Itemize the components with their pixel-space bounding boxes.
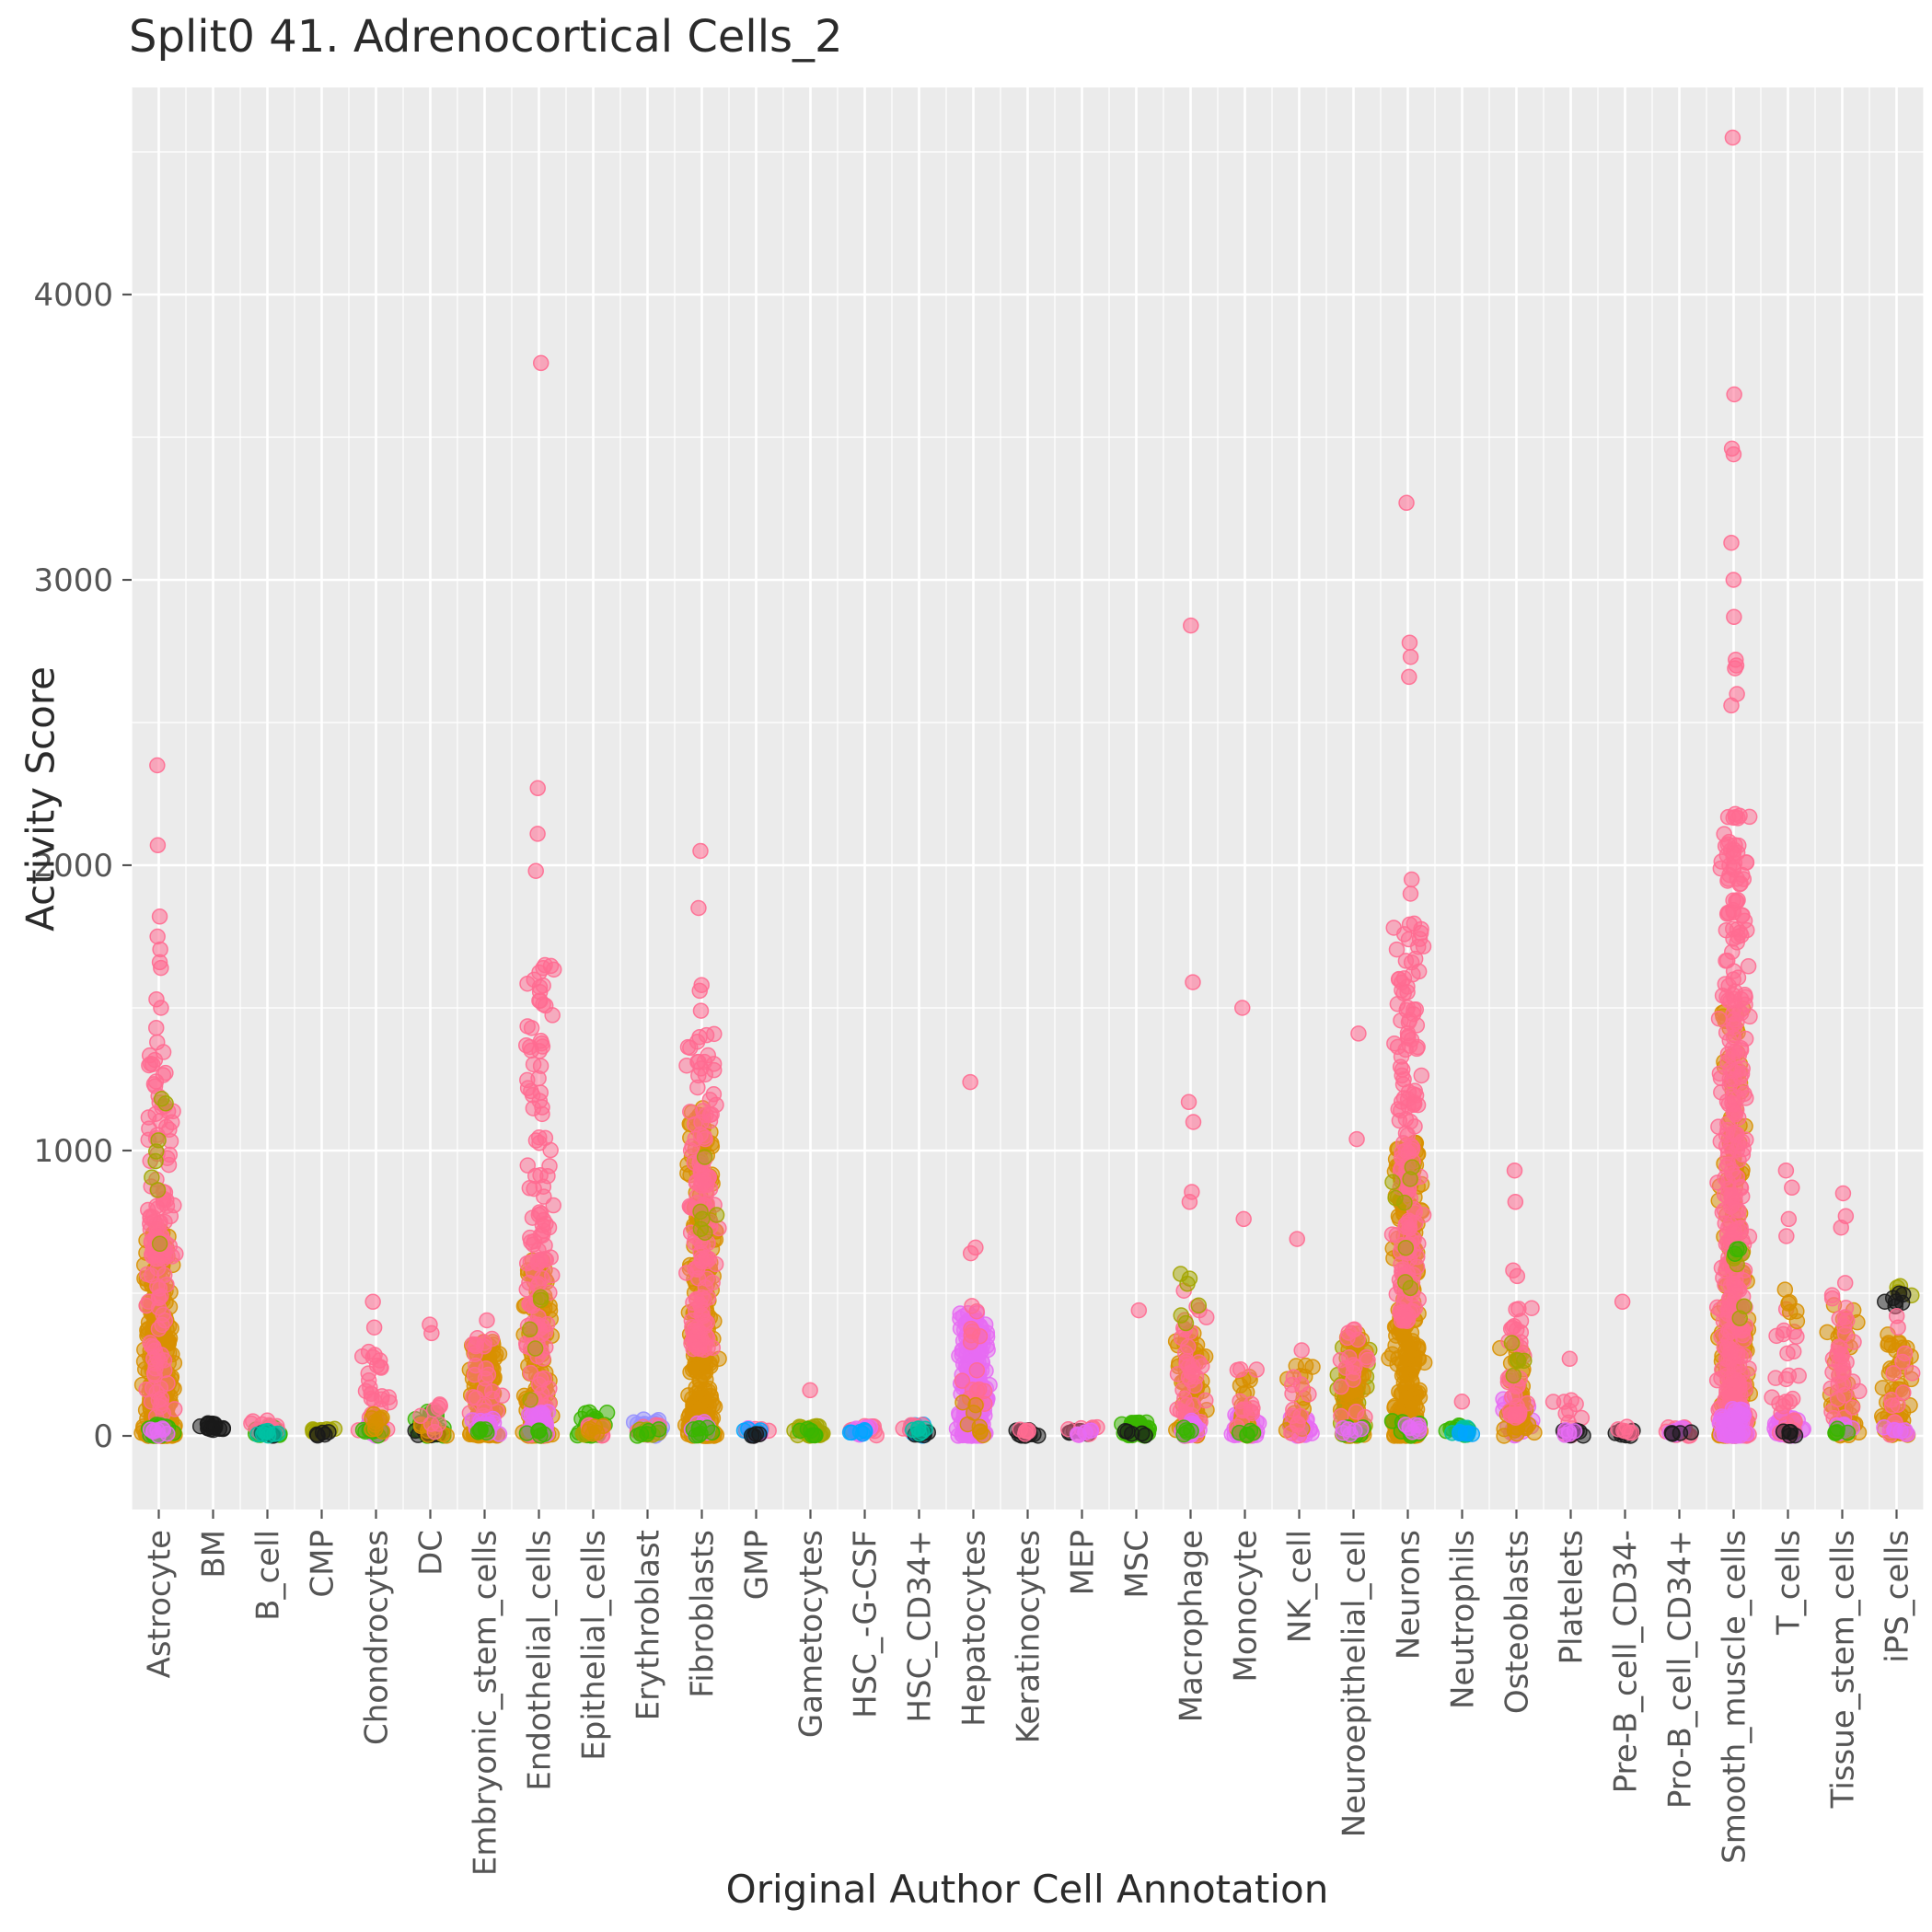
x-tick-label: BM	[195, 1530, 232, 1579]
category-points-Keratinocytes	[1008, 1421, 1047, 1444]
category-points-DC	[407, 1316, 456, 1444]
category-points-NK_cell	[1278, 1231, 1321, 1444]
category-points-iPS_cells	[1874, 1278, 1921, 1443]
category-points-T_cells	[1764, 1162, 1811, 1444]
x-tick-label: Keratinocytes	[1010, 1530, 1047, 1743]
x-tick-label: MEP	[1064, 1530, 1101, 1595]
x-tick-label: CMP	[304, 1530, 341, 1598]
x-tick-label: Pre-B_cell_CD34-	[1607, 1530, 1644, 1793]
x-tick-label: Neuroepithelial_cell	[1336, 1530, 1372, 1837]
x-tick-label: Osteoblasts	[1498, 1530, 1535, 1714]
category-points-Embryonic_stem_cells	[461, 1312, 511, 1444]
x-tick-labels: Astrocyte BM B_cell CMP Chondrocytes DC Embryo…	[141, 1530, 1915, 1876]
y-tick-labels: 0 1000 2000 3000 4000	[33, 277, 113, 1455]
x-tick-label: Tissue_stem_cells	[1824, 1530, 1861, 1809]
category-points-Endothelial_cells	[515, 354, 562, 1444]
category-points-Fibroblasts	[677, 842, 727, 1444]
x-tick-label: Monocyte	[1227, 1530, 1264, 1683]
category-points-BM	[191, 1415, 232, 1439]
x-tick-label: Chondrocytes	[358, 1530, 395, 1745]
category-points-GMP	[735, 1419, 777, 1444]
category-points-Chondrocytes	[350, 1293, 399, 1444]
category-points-Gametocytes	[786, 1382, 831, 1444]
x-tick-label: Epithelial_cells	[575, 1530, 612, 1761]
y-tick-label: 3000	[33, 562, 113, 599]
x-tick-label: iPS_cells	[1879, 1530, 1915, 1663]
category-points-Tissue_stem_cells	[1819, 1185, 1868, 1444]
category-points-Neutrophils	[1438, 1394, 1481, 1443]
category-points-CMP	[305, 1420, 343, 1444]
axis-ticks	[122, 293, 1898, 1519]
category-points-MEP	[1060, 1418, 1105, 1443]
category-points-MSC	[1114, 1301, 1158, 1444]
category-points-Osteoblasts	[1492, 1162, 1543, 1444]
category-points-Hepatocytes	[948, 1073, 998, 1444]
x-tick-label: Embryonic_stem_cells	[467, 1530, 503, 1876]
category-points-Neuroepithelial_cell	[1329, 1025, 1378, 1444]
category-points-Pro-B_cell_CD34+	[1658, 1419, 1699, 1444]
category-points-Pre-B_cell_CD34-	[1607, 1293, 1641, 1444]
x-tick-label: Astrocyte	[141, 1530, 178, 1678]
category-points-Monocyte	[1223, 1000, 1267, 1444]
category-points-Macrophage	[1167, 617, 1215, 1444]
category-points-Smooth_muscle_cells	[1708, 129, 1759, 1444]
x-tick-label: GMP	[738, 1530, 775, 1600]
points-layer	[133, 129, 1921, 1444]
category-points-Erythroblast	[625, 1411, 671, 1444]
category-points-Platelets	[1544, 1350, 1591, 1444]
x-tick-label: MSC	[1118, 1530, 1155, 1599]
y-tick-label: 1000	[33, 1133, 113, 1170]
x-tick-label: B_cell	[249, 1530, 286, 1621]
y-axis-title: Activity Score	[17, 665, 64, 932]
x-tick-label: Pro-B_cell_CD34+	[1661, 1530, 1698, 1809]
chart-title: Split0 41. Adrenocortical Cells_2	[129, 11, 843, 63]
x-tick-label: Macrophage	[1173, 1530, 1209, 1722]
category-points-Neurons	[1381, 494, 1433, 1444]
x-tick-label: Neurons	[1390, 1530, 1427, 1660]
y-tick-label: 0	[93, 1418, 113, 1455]
x-tick-label: Platelets	[1553, 1530, 1590, 1664]
category-points-HSC_CD34+	[895, 1417, 936, 1444]
x-tick-label: HSC_-G-CSF	[847, 1530, 884, 1718]
x-tick-label: Erythroblast	[630, 1530, 666, 1720]
x-tick-label: HSC_CD34+	[901, 1530, 938, 1723]
category-points-HSC_-G-CSF	[841, 1417, 885, 1444]
x-tick-label: T_cells	[1770, 1530, 1807, 1636]
y-tick-label: 2000	[33, 848, 113, 885]
x-tick-label: Endothelial_cells	[521, 1530, 558, 1791]
x-tick-label: Smooth_muscle_cells	[1716, 1530, 1753, 1864]
x-tick-label: DC	[412, 1530, 449, 1576]
category-points-B_cell	[243, 1412, 288, 1444]
x-tick-label: Hepatocytes	[955, 1530, 992, 1727]
x-tick-label: Neutrophils	[1444, 1530, 1481, 1709]
x-tick-label: Fibroblasts	[684, 1530, 721, 1698]
category-points-Epithelial_cells	[569, 1404, 616, 1444]
x-axis-title: Original Author Cell Annotation	[725, 1867, 1329, 1912]
x-tick-label: NK_cell	[1281, 1530, 1318, 1643]
category-points-Astrocyte	[133, 757, 184, 1444]
y-tick-label: 4000	[33, 277, 113, 314]
x-tick-label: Gametocytes	[792, 1530, 829, 1738]
